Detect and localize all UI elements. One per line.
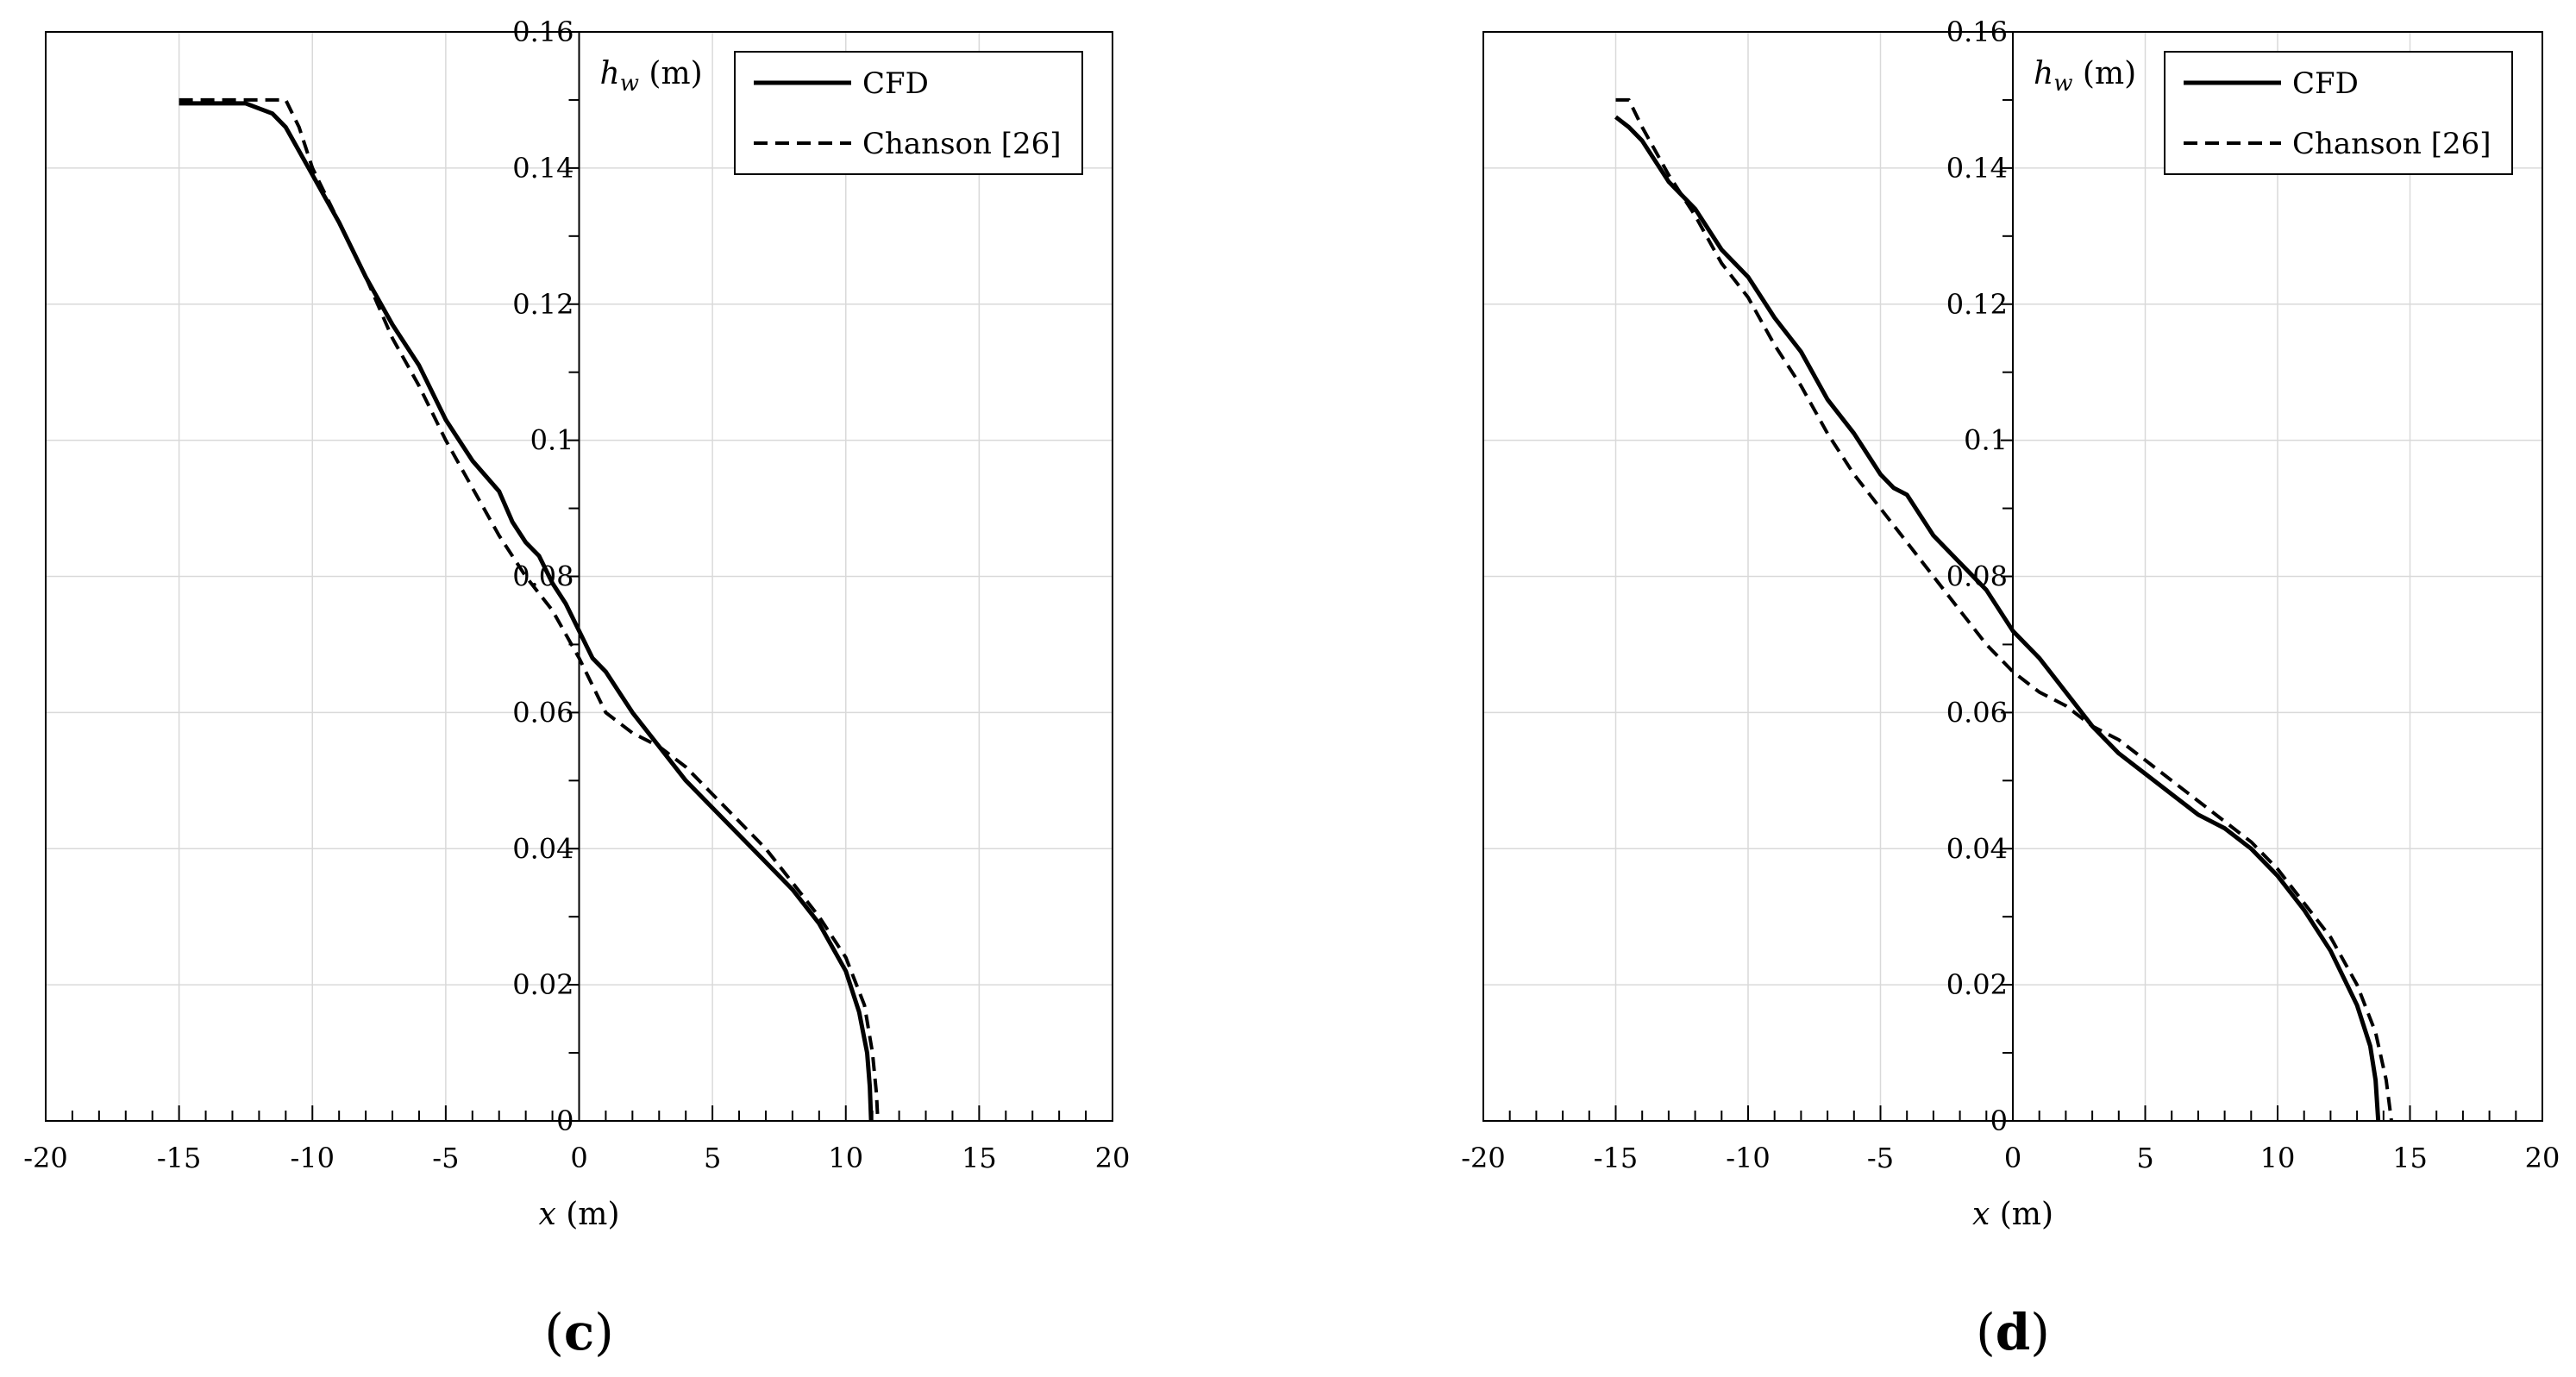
y-tick-label: 0.16 xyxy=(1946,16,2008,48)
y-tick-label: 0.08 xyxy=(1946,560,2008,593)
series-line-chanson xyxy=(1615,97,2393,1122)
y-tick-label: 0.02 xyxy=(1946,968,2008,1001)
x-tick-label: 0 xyxy=(570,1142,587,1174)
chart-panel-c: -20 -15 -10 -5 0 5 10 15 2000.020.040.060.080.10… xyxy=(23,16,1130,1361)
panel-label: (d) xyxy=(1976,1303,2050,1361)
x-axis-label: x (m) xyxy=(539,1197,620,1232)
y-tick-label: 0.16 xyxy=(512,16,573,48)
series-line-chanson xyxy=(179,97,880,1122)
legend: CFD Chanson [26] xyxy=(734,51,1083,175)
x-axis-ticks xyxy=(45,1105,1113,1121)
legend-label: Chanson [26] xyxy=(2292,127,2491,161)
y-tick-label: 0.06 xyxy=(512,696,573,729)
x-tick-label: 15 xyxy=(962,1142,997,1174)
x-tick-label: -5 xyxy=(432,1142,459,1174)
y-axis-ticks xyxy=(567,31,580,1122)
legend-box xyxy=(2164,51,2513,175)
y-tick-label: 0 xyxy=(556,1105,573,1137)
y-tick-label: 0.14 xyxy=(1946,152,2008,185)
x-tick-label: -15 xyxy=(1594,1142,1639,1174)
y-tick-label: 0.02 xyxy=(512,968,573,1001)
x-tick-label: -20 xyxy=(1461,1142,1506,1174)
legend-box xyxy=(734,51,1083,175)
legend-label: Chanson [26] xyxy=(862,127,1062,161)
legend: CFD Chanson [26] xyxy=(2164,51,2513,175)
y-tick-label: 0.14 xyxy=(512,152,573,185)
y-tick-label: 0.04 xyxy=(512,832,573,865)
x-tick-label: 0 xyxy=(2004,1142,2021,1174)
x-tick-label: 5 xyxy=(704,1142,721,1174)
y-tick-label: 0.06 xyxy=(1946,696,2008,729)
y-axis-label: hw (m) xyxy=(2034,56,2136,97)
x-tick-label: -20 xyxy=(23,1142,68,1174)
x-axis-ticks xyxy=(1482,1105,2543,1121)
x-axis-label: x (m) xyxy=(1972,1197,2053,1232)
y-axis-label: hw (m) xyxy=(600,56,703,97)
x-tick-label: 10 xyxy=(828,1142,863,1174)
panel-label: (c) xyxy=(544,1303,614,1361)
x-tick-label: 20 xyxy=(1095,1142,1131,1174)
legend-label: CFD xyxy=(2292,66,2359,101)
x-tick-label: 5 xyxy=(2136,1142,2153,1174)
x-tick-label: -15 xyxy=(157,1142,202,1174)
x-tick-label: -5 xyxy=(1867,1142,1894,1174)
x-tick-label: 20 xyxy=(2525,1142,2560,1174)
x-tick-label: 15 xyxy=(2392,1142,2428,1174)
y-tick-label: 0.1 xyxy=(1964,424,2008,457)
y-tick-label: 0.04 xyxy=(1946,832,2008,865)
y-tick-label: 0 xyxy=(1990,1105,2008,1137)
y-tick-label: 0.12 xyxy=(512,288,573,321)
x-tick-label: -10 xyxy=(1726,1142,1771,1174)
x-tick-label: -10 xyxy=(290,1142,335,1174)
x-tick-label: 10 xyxy=(2260,1142,2296,1174)
y-tick-label: 0.1 xyxy=(530,424,574,457)
chart-panel-d: -20 -15 -10 -5 0 5 10 15 20 0 0.02 0.04 0.06 0.08 0.1 0… xyxy=(1461,16,2560,1361)
legend-label: CFD xyxy=(862,66,929,101)
y-tick-label: 0.12 xyxy=(1946,288,2008,321)
series-line-cfd xyxy=(1614,115,2381,1122)
y-axis-ticks xyxy=(2001,31,2013,1122)
